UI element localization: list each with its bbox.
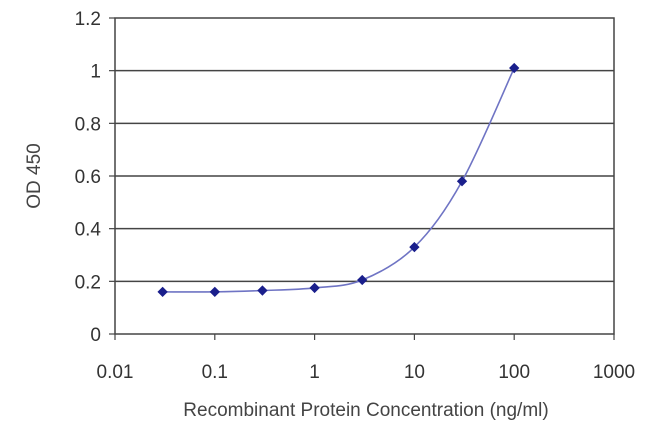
x-tick-label: 10	[404, 362, 425, 383]
x-tick-label: 100	[498, 362, 530, 383]
y-tick-label: 0.8	[75, 114, 101, 135]
y-axis-title: OD 450	[24, 143, 45, 208]
x-axis-title: Recombinant Protein Concentration (ng/ml…	[183, 400, 548, 421]
x-tick-label: 0.1	[202, 362, 228, 383]
data-point	[409, 241, 420, 253]
y-tick-label: 0.2	[75, 272, 101, 293]
data-point	[157, 286, 168, 298]
data-point	[209, 286, 220, 298]
y-tick-label: 1	[90, 62, 101, 83]
y-tick-label: 1.2	[75, 9, 101, 30]
x-tick-label: 1	[309, 362, 320, 383]
y-tick-label: 0	[90, 325, 101, 346]
x-axis: 0.01 0.1 1 10 100 1000	[97, 334, 635, 383]
data-points	[157, 62, 520, 298]
grid-lines	[115, 69, 614, 283]
data-point	[357, 274, 368, 286]
y-axis: 0 0.2 0.4 0.6 0.8 1 1.2	[75, 9, 115, 346]
x-tick-label: 1000	[593, 362, 635, 383]
data-point	[509, 62, 520, 74]
data-point	[257, 285, 268, 296]
y-tick-label: 0.6	[75, 167, 101, 188]
data-point	[456, 176, 468, 187]
x-tick-label: 0.01	[97, 362, 134, 383]
y-tick-label: 0.4	[75, 220, 102, 241]
data-point	[309, 282, 320, 294]
